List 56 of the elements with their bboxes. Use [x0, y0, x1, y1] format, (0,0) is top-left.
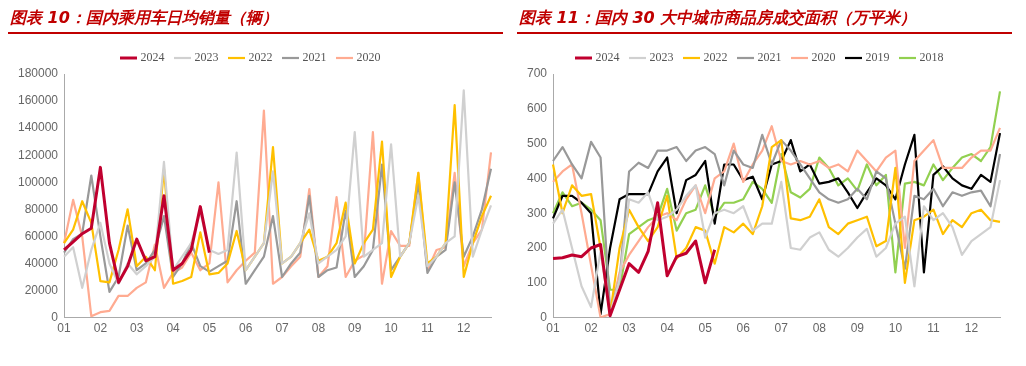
- y-tick-label: 200: [526, 240, 548, 255]
- x-tick-label: 08: [812, 321, 827, 336]
- x-tick-label: 08: [311, 321, 326, 336]
- y-tick-label: 500: [526, 135, 548, 150]
- chart-title: 图表 10：国内乘用车日均销量（辆）: [8, 8, 503, 34]
- x-tick-label: 02: [93, 321, 108, 336]
- y-tick-label: 700: [526, 66, 548, 81]
- x-tick-label: 05: [202, 321, 217, 336]
- y-tick-label: 80000: [24, 201, 59, 216]
- x-tick-label: 09: [850, 321, 865, 336]
- x-tick-label: 02: [584, 321, 599, 336]
- legend-label: 2021: [302, 50, 327, 65]
- legend-label: 2019: [865, 50, 890, 65]
- legend-label: 2024: [595, 50, 620, 65]
- y-tick-label: 400: [526, 170, 548, 185]
- x-tick-label: 12: [964, 321, 979, 336]
- legend-label: 2021: [757, 50, 782, 65]
- y-tick-label: 100000: [18, 174, 59, 189]
- x-tick-label: 04: [166, 321, 181, 336]
- y-tick-label: 600: [526, 101, 548, 116]
- x-tick-label: 06: [239, 321, 253, 336]
- y-tick-label: 0: [540, 309, 548, 324]
- y-tick-label: 120000: [18, 147, 59, 162]
- x-tick-label: 01: [57, 321, 72, 336]
- x-tick-label: 01: [546, 321, 561, 336]
- legend-label: 2018: [919, 50, 944, 65]
- y-tick-label: 20000: [24, 282, 59, 297]
- x-tick-label: 10: [384, 321, 399, 336]
- legend-label: 2023: [194, 50, 219, 65]
- y-tick-label: 300: [526, 205, 548, 220]
- y-tick-label: 40000: [24, 255, 59, 270]
- y-tick-label: 160000: [18, 93, 59, 108]
- x-tick-label: 09: [348, 321, 362, 336]
- legend-label: 2024: [140, 50, 165, 65]
- x-tick-label: 07: [275, 321, 290, 336]
- y-tick-label: 100: [526, 275, 548, 290]
- legend-label: 2020: [356, 50, 381, 65]
- x-tick-label: 05: [698, 321, 713, 336]
- x-tick-label: 04: [660, 321, 675, 336]
- y-tick-label: 180000: [18, 66, 59, 81]
- x-tick-label: 11: [927, 321, 940, 336]
- chart-title: 图表 11：国内 30 大中城市商品房成交面积（万平米）: [517, 8, 1012, 34]
- x-tick-label: 03: [622, 321, 637, 336]
- legend-label: 2023: [649, 50, 674, 65]
- y-tick-label: 0: [51, 309, 59, 324]
- x-tick-label: 03: [130, 321, 144, 336]
- y-tick-label: 140000: [18, 120, 59, 135]
- y-tick-label: 60000: [24, 228, 59, 243]
- legend-label: 2020: [811, 50, 836, 65]
- x-tick-label: 11: [421, 321, 434, 336]
- x-tick-label: 10: [888, 321, 903, 336]
- legend-label: 2022: [703, 50, 728, 65]
- x-tick-label: 12: [457, 321, 471, 336]
- x-tick-label: 07: [774, 321, 789, 336]
- x-tick-label: 06: [736, 321, 751, 336]
- legend-label: 2022: [248, 50, 273, 65]
